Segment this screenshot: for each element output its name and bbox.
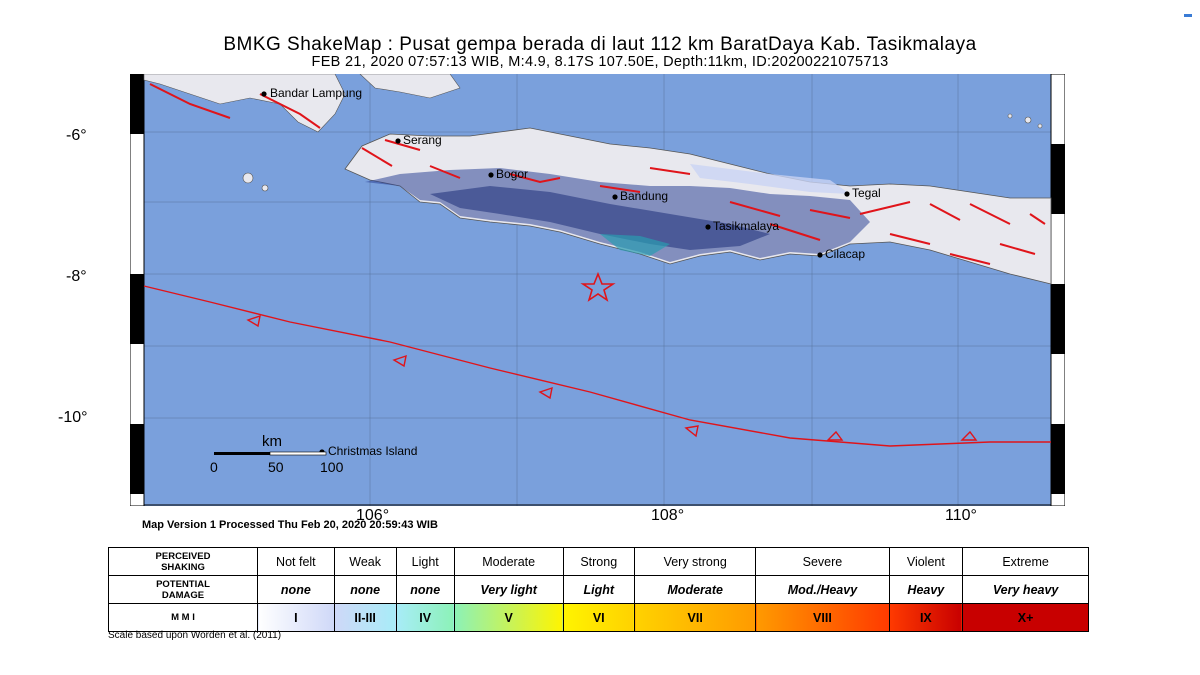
subduction-trench [143, 285, 1051, 447]
scale-reference: Scale based upon Worden et al. (2011) [108, 630, 282, 641]
city-bandar-lampung: Bandar Lampung [270, 86, 362, 100]
event-info: FEB 21, 2020 07:57:13 WIB, M:4.9, 8.17S … [311, 54, 889, 70]
city-bandung: Bandung [620, 189, 668, 203]
fault-lines [149, 83, 1046, 265]
damage-cell: Very light [453, 575, 564, 604]
lon-label-110: 110° [945, 507, 977, 524]
mmi-cell: VIII [755, 603, 890, 632]
mmi-cell: II-III [333, 603, 397, 632]
city-tasikmalaya: Tasikmalaya [713, 219, 779, 233]
damage-cell: none [395, 575, 455, 604]
map-title: BMKG ShakeMap : Pusat gempa berada di la… [223, 34, 977, 55]
shaking-cell: Extreme [962, 547, 1089, 576]
city-christmas-island: Christmas Island [328, 444, 417, 458]
lat-label-8: -8° [66, 268, 87, 285]
shaking-cell: Not felt [257, 547, 335, 576]
mmi-cell: X+ [962, 603, 1089, 632]
damage-row: POTENTIAL DAMAGE none none none Very lig… [108, 575, 1089, 604]
city-tegal: Tegal [852, 186, 881, 200]
damage-cell: Light [562, 575, 635, 604]
lon-label-108: 108° [651, 507, 685, 524]
mmi-cell: V [453, 603, 564, 632]
shaking-row: PERCEIVED SHAKING Not felt Weak Light Mo… [108, 547, 1089, 576]
city-labels: Bandar Lampung Serang Bogor Bandung Tega… [261, 86, 881, 458]
shaking-cell: Moderate [453, 547, 564, 576]
map-version: Map Version 1 Processed Thu Feb 20, 2020… [142, 519, 438, 531]
city-cilacap: Cilacap [825, 247, 865, 261]
mmi-cell: VII [633, 603, 757, 632]
shaking-head-1: PERCEIVED [155, 550, 211, 562]
damage-head-1: POTENTIAL [156, 578, 210, 590]
lon-label-106: 106° [356, 507, 390, 524]
scale-tick-50: 50 [268, 459, 284, 475]
star-icon [580, 271, 616, 302]
damage-row-header: POTENTIAL DAMAGE [108, 575, 258, 604]
mmi-cell: VI [562, 603, 635, 632]
corner-marker [1184, 14, 1192, 17]
city-serang: Serang [403, 133, 442, 147]
scale-bar: km 0 50 100 [210, 433, 344, 475]
damage-cell: Very heavy [962, 575, 1089, 604]
mmi-row-header: M M I [108, 603, 258, 632]
shaking-cell: Violent [888, 547, 964, 576]
shaking-cell: Light [395, 547, 455, 576]
city-bogor: Bogor [496, 167, 528, 181]
scale-unit: km [262, 433, 282, 450]
damage-cell: none [257, 575, 335, 604]
lat-label-6: -6° [66, 127, 87, 144]
shaking-cell: Strong [562, 547, 635, 576]
mmi-row: M M I I II-III IV V VI VII VIII IX X+ [108, 603, 1089, 632]
shaking-cell: Weak [333, 547, 397, 576]
lat-label-10: -10° [58, 409, 88, 426]
mmi-cell: IV [395, 603, 455, 632]
intensity-legend: PERCEIVED SHAKING Not felt Weak Light Mo… [108, 547, 1089, 632]
mmi-cell: I [257, 603, 335, 632]
damage-cell: none [333, 575, 397, 604]
damage-cell: Heavy [888, 575, 964, 604]
frame-ticks [130, 74, 1065, 494]
shakemap: Bandar Lampung Serang Bogor Bandung Tega… [130, 74, 1065, 506]
scale-tick-100: 100 [320, 459, 344, 475]
mmi-cell: IX [888, 603, 964, 632]
shaking-head-2: SHAKING [161, 561, 205, 573]
damage-cell: Moderate [633, 575, 757, 604]
scale-tick-0: 0 [210, 459, 218, 475]
damage-head-2: DAMAGE [161, 589, 205, 601]
shaking-cell: Severe [755, 547, 890, 576]
shaking-row-header: PERCEIVED SHAKING [108, 547, 258, 576]
damage-cell: Mod./Heavy [755, 575, 890, 604]
shaking-cell: Very strong [633, 547, 757, 576]
